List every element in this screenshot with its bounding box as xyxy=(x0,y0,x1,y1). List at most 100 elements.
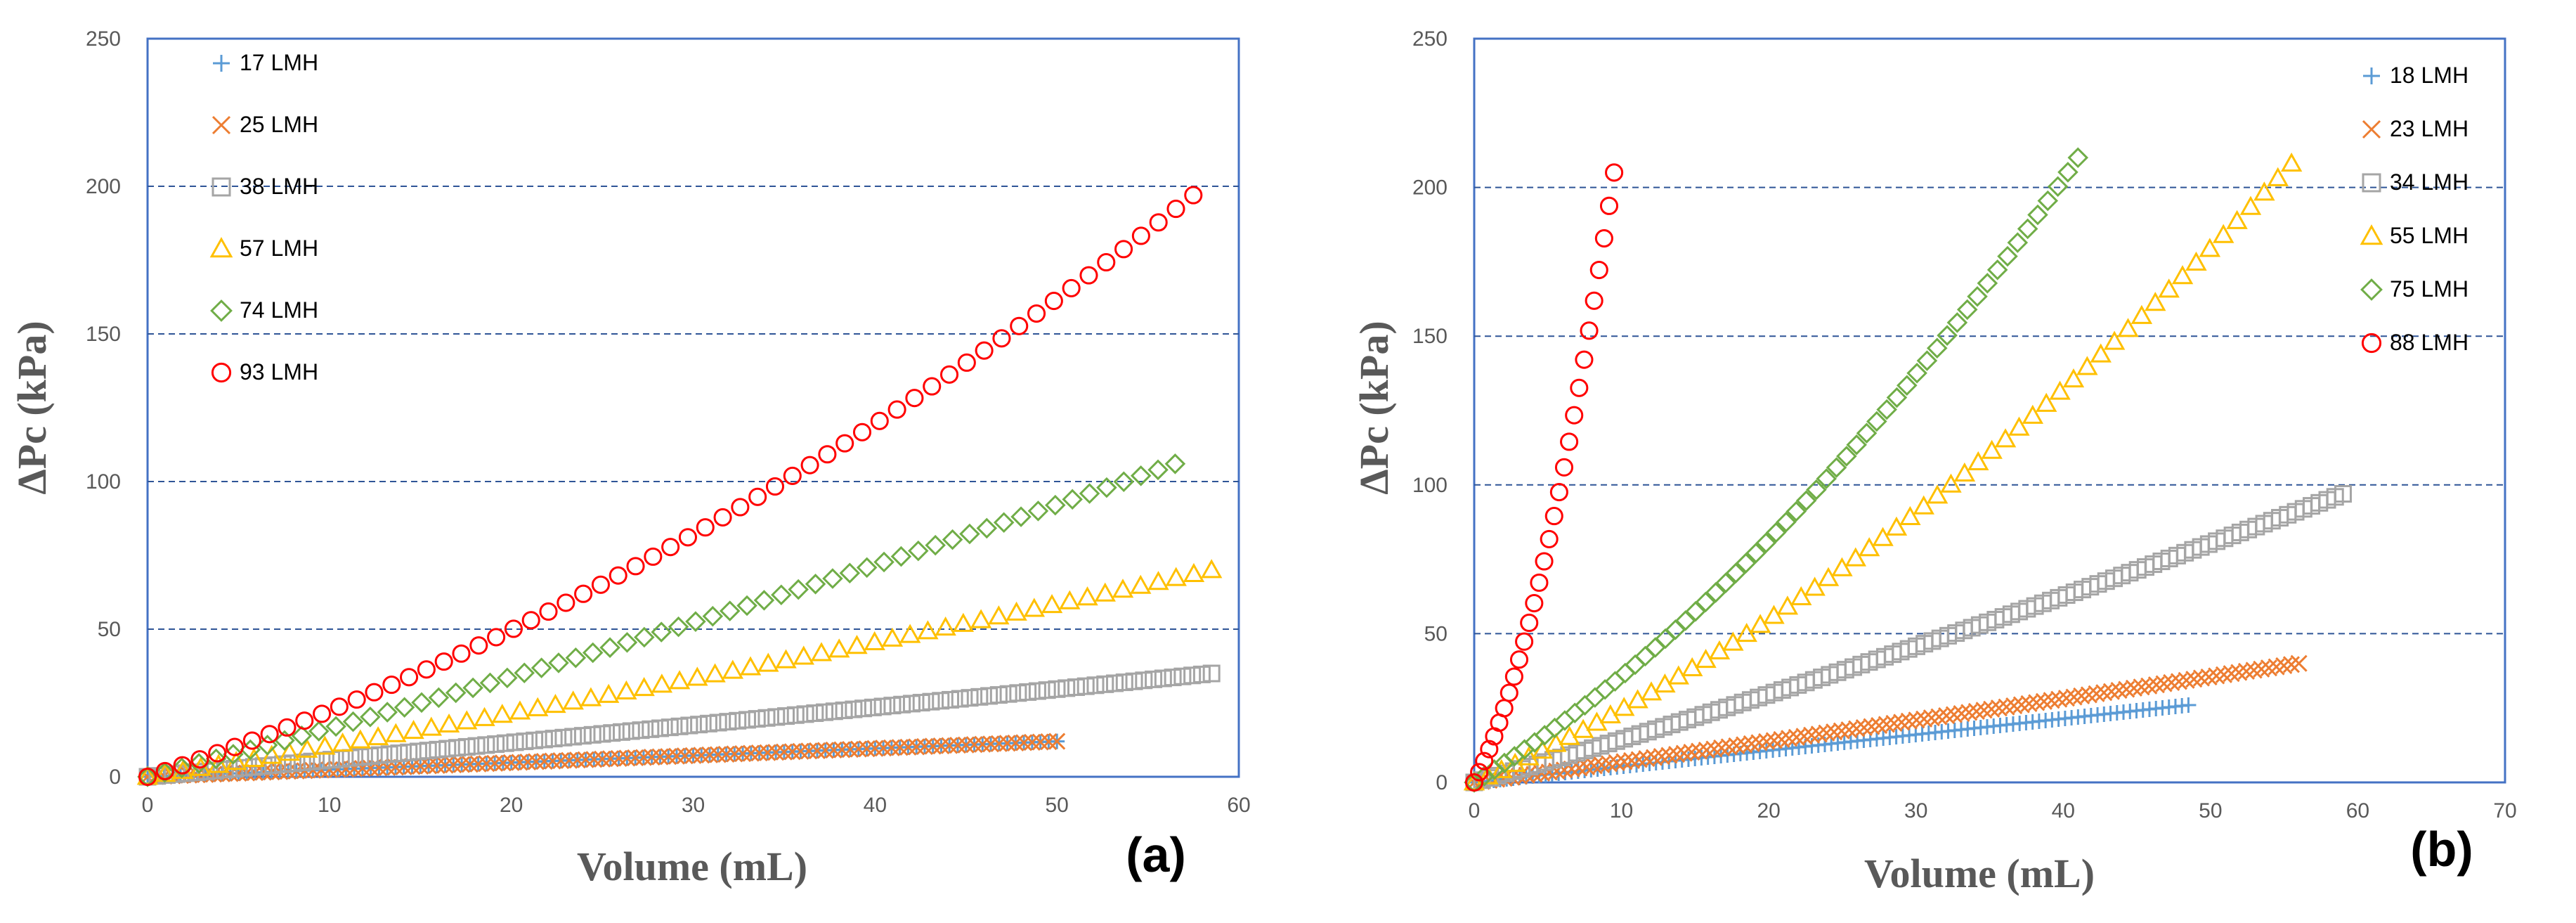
data-point xyxy=(603,724,621,742)
data-point xyxy=(1926,337,1948,359)
data-point xyxy=(951,690,969,708)
data-point xyxy=(1544,507,1563,526)
data-point xyxy=(594,750,611,768)
data-point xyxy=(1622,751,1641,770)
data-point xyxy=(349,729,372,749)
data-point xyxy=(2268,658,2285,676)
data-point xyxy=(759,744,776,761)
data-point xyxy=(939,365,959,384)
data-point xyxy=(2028,694,2045,711)
data-point xyxy=(1878,716,1895,733)
data-point xyxy=(1544,717,1566,739)
data-point xyxy=(2037,190,2059,212)
data-point xyxy=(582,642,604,664)
data-point xyxy=(680,716,698,735)
data-point xyxy=(699,714,717,732)
data-point xyxy=(783,466,802,485)
legend-marker xyxy=(2363,67,2380,84)
legend-marker xyxy=(2362,173,2381,193)
data-point xyxy=(1720,738,1738,756)
data-point xyxy=(825,741,843,759)
data-point xyxy=(1463,771,1485,791)
data-point xyxy=(2223,665,2240,683)
data-point xyxy=(1114,240,1133,259)
data-point xyxy=(1915,710,1933,728)
panel-b: 0 50 100 150 200 250 0 10 20 30 40 50 60 70 18 LMH 23 … xyxy=(1351,27,2517,896)
data-point xyxy=(2170,673,2187,690)
data-point xyxy=(2110,682,2128,699)
data-point xyxy=(601,750,619,768)
data-point xyxy=(574,584,593,603)
data-point xyxy=(1048,680,1066,698)
data-point xyxy=(748,487,767,506)
data-point xyxy=(932,692,950,710)
data-point xyxy=(2199,238,2221,257)
data-point xyxy=(2192,669,2210,687)
data-point xyxy=(1200,559,1223,579)
data-point xyxy=(917,620,939,640)
series-75-lmh xyxy=(1464,147,2089,793)
data-point xyxy=(845,700,863,718)
data-point xyxy=(1938,707,1956,725)
data-point xyxy=(678,528,698,547)
data-point xyxy=(1967,702,1985,720)
data-point xyxy=(835,701,853,719)
data-point xyxy=(1040,732,1058,751)
data-point xyxy=(739,656,762,676)
data-point xyxy=(1028,682,1046,700)
data-point xyxy=(1086,676,1105,695)
data-point xyxy=(858,740,876,758)
data-point xyxy=(1683,743,1700,761)
data-point xyxy=(634,626,655,648)
legend-marker xyxy=(213,55,230,72)
data-point xyxy=(2057,162,2079,183)
legend-label: 17 LMH xyxy=(240,50,318,75)
data-point xyxy=(685,611,706,632)
data-point xyxy=(957,353,976,372)
data-point xyxy=(1549,483,1568,502)
data-point xyxy=(337,760,355,778)
data-point xyxy=(2145,292,2166,311)
data-point xyxy=(841,740,859,759)
data-point xyxy=(992,329,1011,348)
legend-item: 75 LMH xyxy=(2360,276,2468,302)
data-point xyxy=(2007,232,2029,253)
data-point xyxy=(1585,687,1606,708)
data-point xyxy=(461,756,479,773)
y-tick-label: 50 xyxy=(98,618,121,641)
data-point xyxy=(957,736,975,754)
x-tick-label: 10 xyxy=(1610,799,1633,822)
data-point xyxy=(304,761,322,779)
data-point xyxy=(1945,706,1963,723)
legend-item: 57 LMH xyxy=(209,235,318,261)
data-point xyxy=(1192,665,1211,683)
data-point xyxy=(1967,451,1989,470)
data-point xyxy=(1981,439,2003,459)
data-point xyxy=(2049,380,2071,400)
data-point xyxy=(1062,489,1083,510)
data-point xyxy=(696,518,715,537)
x-tick-label: 30 xyxy=(682,794,705,817)
data-point xyxy=(278,742,301,761)
data-point xyxy=(1470,763,1489,782)
data-point xyxy=(457,737,476,756)
data-point xyxy=(2125,679,2142,697)
data-point xyxy=(330,697,349,716)
data-point xyxy=(438,740,457,758)
data-point xyxy=(1908,711,1925,729)
data-point xyxy=(999,685,1017,703)
x-tick-label: 30 xyxy=(1904,799,1927,822)
data-point xyxy=(941,737,958,754)
data-point xyxy=(1010,506,1032,527)
data-point xyxy=(1067,678,1085,697)
y-tick-label: 250 xyxy=(1412,27,1448,51)
data-point xyxy=(1575,350,1594,369)
data-point xyxy=(765,477,785,496)
data-point xyxy=(1866,411,1887,432)
data-point xyxy=(846,635,868,654)
data-point xyxy=(2050,690,2068,708)
tick-labels-b: 0 50 100 150 200 250 0 10 20 30 40 50 60 70 xyxy=(1412,27,2517,822)
data-point xyxy=(235,759,254,777)
data-point xyxy=(856,557,878,579)
data-point xyxy=(959,523,980,545)
